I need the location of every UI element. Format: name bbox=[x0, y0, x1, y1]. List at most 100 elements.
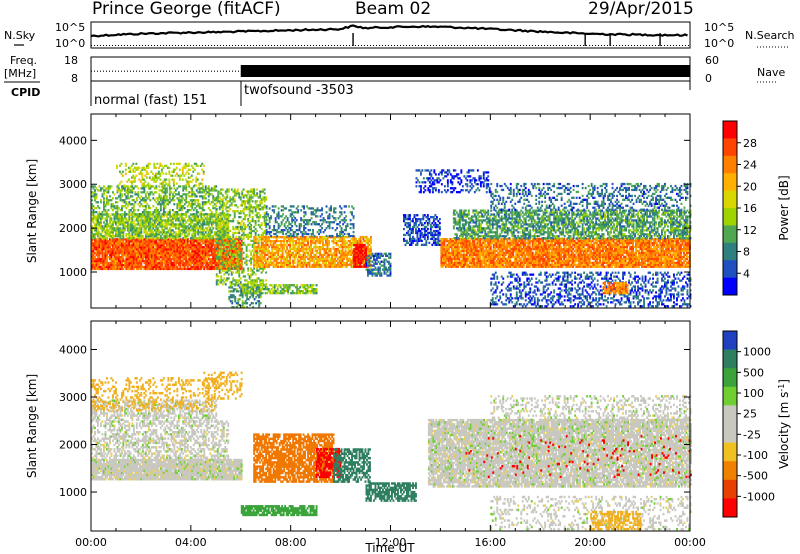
power-cell-977 bbox=[185, 242, 188, 245]
power-cell-2624 bbox=[128, 189, 131, 192]
power-cell-853 bbox=[173, 246, 176, 249]
power-cell-2985 bbox=[203, 191, 206, 194]
power-cell-626 bbox=[150, 238, 153, 241]
power-cell-3760 bbox=[248, 212, 251, 215]
power-cell-3333 bbox=[218, 218, 221, 221]
power-cell-2757 bbox=[158, 201, 161, 204]
power-cell-3513 bbox=[232, 277, 235, 280]
power-cell-2081 bbox=[171, 221, 174, 224]
power-cell-1379 bbox=[225, 252, 228, 255]
power-cell-342 bbox=[123, 246, 126, 249]
power-cell-3779 bbox=[250, 261, 253, 264]
power-cell-1869 bbox=[140, 219, 143, 222]
power-cell-2231 bbox=[195, 225, 198, 228]
power-cell-2542 bbox=[112, 203, 114, 206]
power-cell-3122 bbox=[148, 176, 151, 179]
power-cell-1678 bbox=[112, 221, 114, 224]
power-cell-2846 bbox=[176, 207, 179, 210]
power-cell-2999 bbox=[207, 207, 210, 210]
power-cell-1801 bbox=[131, 231, 134, 234]
power-cell-2996 bbox=[206, 201, 209, 204]
power-cell-785 bbox=[167, 259, 170, 263]
power-cell-273 bbox=[118, 267, 120, 271]
power-cell-130 bbox=[103, 248, 105, 251]
power-cell-2716 bbox=[147, 187, 150, 190]
power-cell-1066 bbox=[194, 244, 197, 247]
power-cell-501 bbox=[138, 242, 141, 245]
power-cell-2706 bbox=[146, 203, 149, 206]
power-cell-2354 bbox=[215, 225, 218, 228]
power-cell-1044 bbox=[192, 256, 195, 259]
power-cell-1734 bbox=[121, 229, 123, 232]
power-cell-1580 bbox=[97, 223, 99, 226]
power-cell-2801 bbox=[164, 189, 167, 192]
power-cell-2586 bbox=[122, 205, 125, 208]
power-cell-683 bbox=[156, 248, 159, 251]
power-cell-2960 bbox=[198, 191, 201, 194]
power-cell-2906 bbox=[188, 209, 191, 212]
power-cell-1698 bbox=[116, 235, 119, 238]
power-cell-102 bbox=[100, 242, 102, 245]
power-cell-428 bbox=[132, 261, 135, 265]
power-cell-1834 bbox=[135, 219, 138, 222]
power-cell-189 bbox=[109, 248, 111, 251]
power-cell-2507 bbox=[104, 211, 107, 214]
power-cell-81 bbox=[98, 258, 101, 261]
power-cell-1252 bbox=[213, 259, 216, 263]
power-cell-1630 bbox=[104, 217, 107, 220]
power-cell-2659 bbox=[135, 185, 138, 188]
power-cell-4744 bbox=[305, 245, 308, 249]
power-cell-226 bbox=[113, 265, 116, 269]
power-cell-1813 bbox=[132, 229, 135, 232]
power-cell-2869 bbox=[180, 213, 183, 216]
power-cell-3604 bbox=[238, 275, 241, 278]
power-cell-1029 bbox=[191, 254, 194, 257]
power-cell-2617 bbox=[126, 185, 129, 188]
power-cell-982 bbox=[186, 263, 189, 267]
power-cell-1520 bbox=[239, 242, 242, 245]
power-cell-2657 bbox=[135, 197, 138, 200]
power-cell-2646 bbox=[132, 205, 135, 208]
power-cell-2865 bbox=[179, 201, 182, 204]
power-cell-533 bbox=[143, 267, 146, 271]
power-cell-1862 bbox=[140, 233, 143, 236]
power-cell-2216 bbox=[194, 237, 197, 240]
power-cell-2026 bbox=[164, 237, 167, 240]
power-cell-2903 bbox=[186, 205, 189, 208]
power-cell-2348 bbox=[213, 215, 216, 218]
power-cell-4761 bbox=[308, 261, 311, 264]
power-cell-814 bbox=[170, 265, 173, 269]
power-cell-634 bbox=[152, 254, 155, 257]
power-cell-3022 bbox=[212, 201, 215, 204]
power-cell-2520 bbox=[106, 191, 108, 194]
power-cell-1104 bbox=[198, 261, 201, 265]
power-cell-4219 bbox=[276, 290, 279, 293]
power-cell-4753 bbox=[307, 251, 309, 255]
power-cell-497 bbox=[138, 250, 141, 253]
nsky-label: N.Sky bbox=[4, 29, 36, 42]
power-cell-2843 bbox=[174, 189, 177, 192]
power-cell-1355 bbox=[224, 267, 227, 271]
power-cell-3178 bbox=[168, 172, 171, 175]
power-cell-388 bbox=[128, 248, 131, 251]
power-cell-1900 bbox=[144, 219, 147, 222]
power-cell-1133 bbox=[201, 263, 204, 267]
power-cell-3692 bbox=[244, 257, 247, 260]
nave-band bbox=[240, 65, 690, 77]
power-cell-677 bbox=[156, 261, 159, 265]
power-cell-568 bbox=[146, 258, 149, 261]
power-cell-2729 bbox=[152, 213, 155, 216]
power-cell-1203 bbox=[207, 240, 210, 243]
power-cell-4213 bbox=[273, 286, 276, 289]
power-cell-844 bbox=[173, 263, 176, 267]
power-cell-2453 bbox=[91, 191, 93, 194]
power-cell-3710 bbox=[245, 261, 248, 264]
power-cell-688 bbox=[158, 267, 161, 271]
power-cell-4196 bbox=[266, 292, 269, 295]
power-cell-1140 bbox=[201, 250, 204, 253]
power-cell-3127 bbox=[151, 176, 154, 179]
power-cell-682 bbox=[156, 250, 159, 253]
power-cell-4730 bbox=[304, 253, 306, 257]
power-cell-452 bbox=[134, 244, 137, 247]
power-cell-1747 bbox=[122, 225, 125, 228]
